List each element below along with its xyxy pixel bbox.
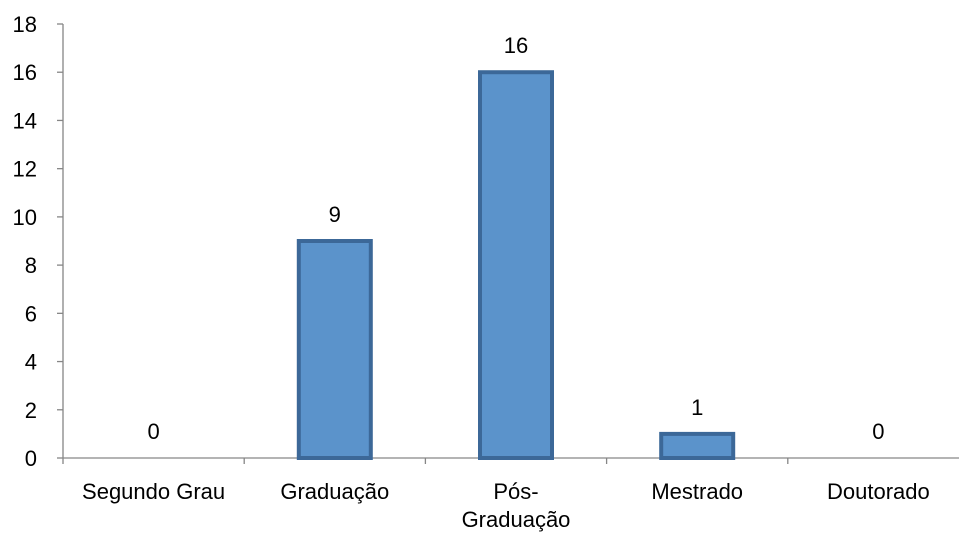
data-labels: 0 9 16 1 0 [147,33,884,444]
y-tick-label: 18 [13,12,37,37]
data-label: 16 [504,33,528,58]
y-axis: 0 2 4 6 8 10 12 14 16 18 [13,12,64,471]
y-tick-label: 2 [25,398,37,423]
data-label: 9 [329,202,341,227]
x-tick-label: Pós-Graduação [462,479,571,532]
y-tick-label: 8 [25,253,37,278]
bar [659,431,736,460]
y-tick-label: 14 [13,108,37,133]
y-tick-label: 4 [25,350,37,375]
x-tick-label: Doutorado [827,479,930,504]
y-tick-label: 16 [13,60,37,85]
data-label: 1 [691,395,703,420]
data-label: 0 [147,419,159,444]
y-tick-label: 6 [25,301,37,326]
x-axis: Segundo Grau Graduação Pós-Graduação Mestra… [62,457,959,532]
y-tick-label: 12 [13,157,37,182]
data-label: 0 [872,419,884,444]
y-tick-label: 0 [25,446,37,471]
x-tick-label: Mestrado [651,479,743,504]
bar [296,239,373,460]
bar [478,70,554,460]
x-tick-label: Segundo Grau [82,479,225,504]
y-tick-label: 10 [13,205,37,230]
x-tick-label: Graduação [280,479,389,504]
bars [296,70,736,460]
